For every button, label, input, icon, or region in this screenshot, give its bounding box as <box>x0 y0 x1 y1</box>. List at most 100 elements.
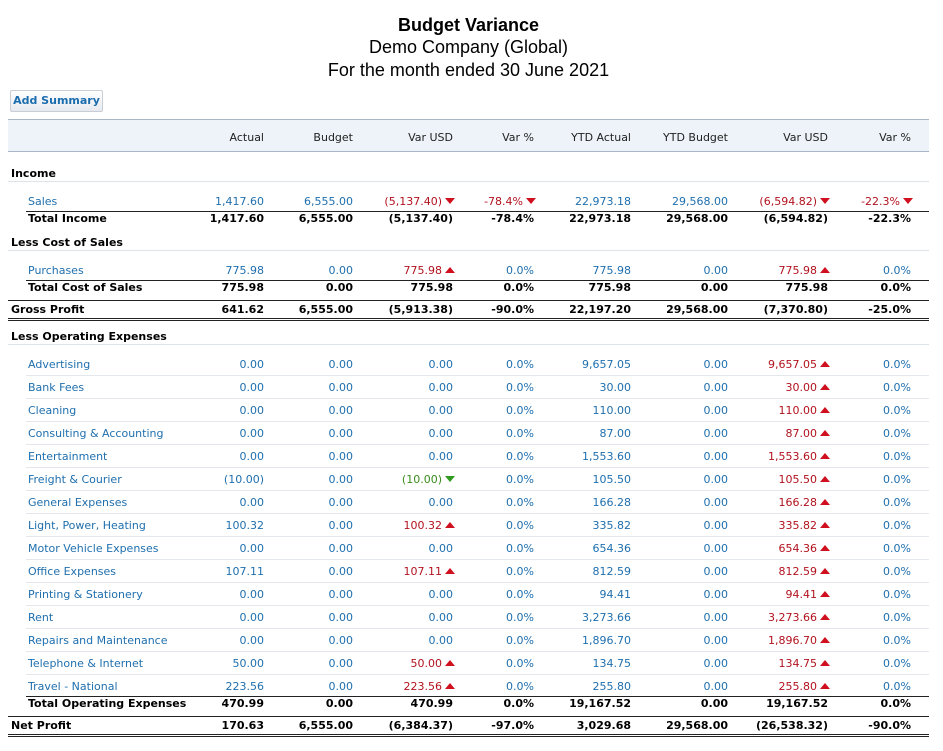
value-cell[interactable]: 0.0% <box>883 496 911 509</box>
value-cell[interactable]: 0.0% <box>506 657 534 670</box>
account-link[interactable]: Cleaning <box>28 404 77 417</box>
col-ytd-budget[interactable]: YTD Budget <box>663 131 728 144</box>
value-cell[interactable]: 9,657.05 <box>582 358 631 371</box>
value-cell[interactable]: 0.00 <box>429 496 454 509</box>
value-cell[interactable]: 0.00 <box>704 680 729 693</box>
value-cell[interactable]: 0.00 <box>329 680 354 693</box>
account-link[interactable]: Light, Power, Heating <box>28 519 146 532</box>
table-row[interactable]: Printing & Stationery 0.00 0.00 0.00 0.0% 94.… <box>8 588 929 604</box>
table-row[interactable]: General Expenses 0.00 0.00 0.00 0.0% 166.28 0.… <box>8 496 929 512</box>
account-link[interactable]: Travel - National <box>28 680 118 693</box>
account-link[interactable]: Motor Vehicle Expenses <box>28 542 159 555</box>
value-cell[interactable]: 0.00 <box>240 611 265 624</box>
value-cell[interactable]: 166.28 <box>593 496 632 509</box>
value-cell[interactable]: 9,657.05 <box>768 358 830 371</box>
value-cell[interactable]: -78.4% <box>484 195 536 208</box>
value-cell[interactable]: 0.00 <box>329 657 354 670</box>
value-cell[interactable]: 0.00 <box>704 264 729 277</box>
value-cell[interactable]: 0.0% <box>506 542 534 555</box>
value-cell[interactable]: 255.80 <box>593 680 632 693</box>
table-row[interactable]: Consulting & Accounting 0.00 0.00 0.00 0.0% 8… <box>8 427 929 443</box>
value-cell[interactable]: 94.41 <box>786 588 830 601</box>
value-cell[interactable]: 0.0% <box>506 634 534 647</box>
account-link[interactable]: Advertising <box>28 358 91 371</box>
value-cell[interactable]: 0.0% <box>883 358 911 371</box>
value-cell[interactable]: 335.82 <box>593 519 632 532</box>
value-cell[interactable]: 3,273.66 <box>582 611 631 624</box>
account-link[interactable]: Telephone & Internet <box>28 657 144 670</box>
value-cell[interactable]: 0.00 <box>240 358 265 371</box>
table-row[interactable]: Travel - National 223.56 0.00 223.56 0.0% 255… <box>8 680 929 696</box>
table-row[interactable]: Cleaning 0.00 0.00 0.00 0.0% 110.00 0.00 110.00… <box>8 404 929 420</box>
table-row[interactable]: Office Expenses 107.11 0.00 107.11 0.0% 812.5… <box>8 565 929 581</box>
table-row[interactable]: Repairs and Maintenance 0.00 0.00 0.00 0.0% 1… <box>8 634 929 650</box>
value-cell[interactable]: (6,594.82) <box>759 195 830 208</box>
value-cell[interactable]: 223.56 <box>226 680 265 693</box>
table-row[interactable]: Rent 0.00 0.00 0.00 0.0% 3,273.66 0.00 3,273.66… <box>8 611 929 627</box>
col-budget[interactable]: Budget <box>313 131 353 144</box>
value-cell[interactable]: 0.0% <box>506 427 534 440</box>
value-cell[interactable]: 105.50 <box>593 473 632 486</box>
value-cell[interactable]: 29,568.00 <box>672 195 728 208</box>
value-cell[interactable]: 0.0% <box>506 264 534 277</box>
value-cell[interactable]: 0.00 <box>240 496 265 509</box>
value-cell[interactable]: 0.0% <box>883 264 911 277</box>
value-cell[interactable]: 0.0% <box>506 381 534 394</box>
value-cell[interactable]: 0.00 <box>240 427 265 440</box>
value-cell[interactable]: 0.0% <box>883 611 911 624</box>
value-cell[interactable]: 0.0% <box>506 588 534 601</box>
value-cell[interactable]: 0.00 <box>329 588 354 601</box>
value-cell[interactable]: 166.28 <box>779 496 830 509</box>
value-cell[interactable]: 0.0% <box>883 542 911 555</box>
value-cell[interactable]: 0.0% <box>883 427 911 440</box>
table-row[interactable]: Sales 1,417.60 6,555.00 (5,137.40) -78.4% 22,… <box>8 195 929 211</box>
value-cell[interactable]: 0.0% <box>506 358 534 371</box>
value-cell[interactable]: 134.75 <box>593 657 632 670</box>
value-cell[interactable]: 0.00 <box>329 611 354 624</box>
value-cell[interactable]: 0.00 <box>240 588 265 601</box>
value-cell[interactable]: 0.0% <box>506 680 534 693</box>
account-link[interactable]: Printing & Stationery <box>28 588 143 601</box>
value-cell[interactable]: 0.00 <box>329 427 354 440</box>
table-row[interactable]: Bank Fees 0.00 0.00 0.00 0.0% 30.00 0.00 30.00 0… <box>8 381 929 397</box>
value-cell[interactable]: 100.32 <box>226 519 265 532</box>
value-cell[interactable]: 812.59 <box>593 565 632 578</box>
value-cell[interactable]: 223.56 <box>404 680 455 693</box>
value-cell[interactable]: 0.00 <box>704 358 729 371</box>
value-cell[interactable]: 0.00 <box>329 381 354 394</box>
value-cell[interactable]: 0.00 <box>704 542 729 555</box>
value-cell[interactable]: 0.0% <box>506 565 534 578</box>
value-cell[interactable]: (10.00) <box>402 473 455 486</box>
value-cell[interactable]: 0.00 <box>704 427 729 440</box>
value-cell[interactable]: 0.0% <box>883 450 911 463</box>
value-cell[interactable]: 0.00 <box>704 657 729 670</box>
value-cell[interactable]: 335.82 <box>779 519 830 532</box>
account-link[interactable]: Office Expenses <box>28 565 117 578</box>
value-cell[interactable]: 0.00 <box>240 381 265 394</box>
value-cell[interactable]: 255.80 <box>779 680 830 693</box>
table-row[interactable]: Telephone & Internet 50.00 0.00 50.00 0.0% 13… <box>8 657 929 673</box>
value-cell[interactable]: 107.11 <box>226 565 265 578</box>
account-link[interactable]: Rent <box>28 611 54 624</box>
value-cell[interactable]: 0.00 <box>329 496 354 509</box>
value-cell[interactable]: 0.00 <box>329 404 354 417</box>
value-cell[interactable]: 1,896.70 <box>582 634 631 647</box>
account-link[interactable]: Repairs and Maintenance <box>28 634 168 647</box>
col-ytd-actual[interactable]: YTD Actual <box>571 131 631 144</box>
table-row[interactable]: Freight & Courier (10.00) 0.00 (10.00) 0.0% 1… <box>8 473 929 489</box>
value-cell[interactable]: 0.00 <box>704 450 729 463</box>
value-cell[interactable]: 775.98 <box>779 264 830 277</box>
value-cell[interactable]: 105.50 <box>779 473 830 486</box>
value-cell[interactable]: 134.75 <box>779 657 830 670</box>
value-cell[interactable]: 0.00 <box>329 634 354 647</box>
value-cell[interactable]: 654.36 <box>593 542 632 555</box>
value-cell[interactable]: 0.00 <box>429 358 454 371</box>
value-cell[interactable]: 0.00 <box>329 565 354 578</box>
value-cell[interactable]: 0.0% <box>883 381 911 394</box>
value-cell[interactable]: 775.98 <box>404 264 455 277</box>
value-cell[interactable]: 812.59 <box>779 565 830 578</box>
value-cell[interactable]: 0.0% <box>883 404 911 417</box>
value-cell[interactable]: 0.00 <box>240 450 265 463</box>
value-cell[interactable]: 0.0% <box>883 588 911 601</box>
account-link[interactable]: Freight & Courier <box>28 473 122 486</box>
